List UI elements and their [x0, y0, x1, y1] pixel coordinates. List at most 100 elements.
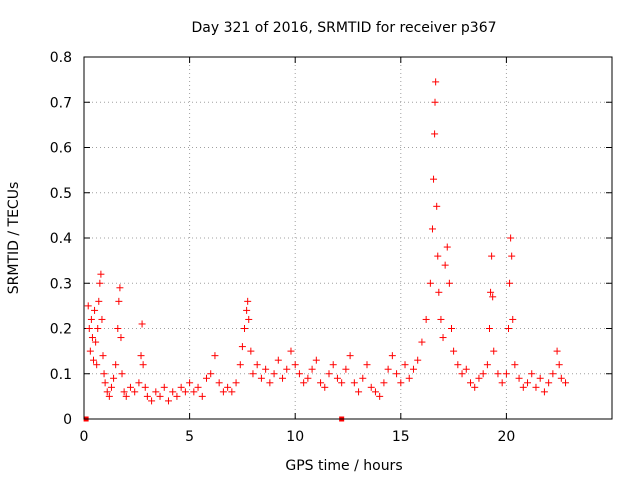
data-point — [450, 347, 458, 355]
x-tick-label: 15 — [392, 429, 410, 445]
data-point — [494, 370, 502, 378]
data-point — [536, 374, 544, 382]
y-tick-label: 0.3 — [50, 276, 72, 292]
data-point — [249, 370, 257, 378]
data-point — [508, 252, 516, 260]
data-point — [215, 379, 223, 387]
data-point — [401, 361, 409, 369]
data-point — [99, 352, 107, 360]
data-point — [511, 361, 519, 369]
data-point — [384, 365, 392, 373]
data-point — [490, 347, 498, 355]
data-point — [557, 374, 565, 382]
data-point — [266, 379, 274, 387]
data-point — [515, 374, 523, 382]
data-point — [228, 388, 236, 396]
data-point — [202, 374, 210, 382]
data-point — [198, 392, 206, 400]
y-tick-label: 0.8 — [50, 50, 72, 66]
y-tick-label: 0.2 — [50, 322, 72, 338]
data-point — [333, 374, 341, 382]
data-point — [350, 379, 358, 387]
data-point — [509, 315, 517, 323]
data-point — [95, 297, 103, 305]
data-point — [371, 388, 379, 396]
x-tick-label: 10 — [286, 429, 304, 445]
data-point — [169, 388, 177, 396]
chart-title: Day 321 of 2016, SRMTID for receiver p36… — [191, 20, 496, 36]
data-point — [118, 370, 126, 378]
data-point — [317, 379, 325, 387]
data-point — [194, 383, 202, 391]
data-point — [445, 279, 453, 287]
data-point — [137, 352, 145, 360]
data-point — [321, 383, 329, 391]
data-point — [454, 361, 462, 369]
data-point — [131, 388, 139, 396]
data-point — [397, 379, 405, 387]
data-point — [93, 361, 101, 369]
data-point — [107, 383, 115, 391]
data-point — [120, 388, 128, 396]
data-point — [355, 388, 363, 396]
data-point — [86, 347, 94, 355]
data-point — [148, 397, 156, 405]
data-point — [91, 306, 99, 314]
data-point — [253, 361, 261, 369]
data-point — [562, 379, 570, 387]
data-point — [190, 388, 198, 396]
data-point — [177, 383, 185, 391]
data-point — [295, 370, 303, 378]
data-point — [432, 78, 440, 86]
data-point — [325, 370, 333, 378]
data-point — [96, 279, 104, 287]
data-point — [430, 175, 438, 183]
data-point — [84, 302, 92, 310]
data-point — [475, 374, 483, 382]
data-point — [540, 388, 548, 396]
data-point — [141, 383, 149, 391]
data-point — [483, 361, 491, 369]
data-point — [435, 288, 443, 296]
data-point — [447, 325, 455, 332]
data-point — [458, 370, 466, 378]
data-point — [428, 225, 436, 233]
data-point — [487, 288, 495, 296]
data-point — [342, 365, 350, 373]
data-point — [414, 356, 422, 364]
data-point — [270, 370, 278, 378]
data-point — [138, 320, 146, 328]
data-point — [117, 334, 125, 342]
data-point — [105, 392, 113, 400]
data-point — [486, 325, 494, 332]
data-point — [437, 315, 445, 323]
data-point — [431, 130, 439, 138]
x-tick-label: 20 — [497, 429, 515, 445]
data-point — [519, 383, 527, 391]
data-point — [116, 284, 124, 292]
data-point — [393, 370, 401, 378]
data-point — [156, 392, 164, 400]
data-point — [329, 361, 337, 369]
data-point — [338, 379, 346, 387]
data-point — [257, 374, 265, 382]
data-point — [262, 365, 270, 373]
data-point — [114, 325, 122, 332]
data-point — [160, 383, 168, 391]
data-point — [291, 361, 299, 369]
data-point — [555, 361, 563, 369]
data-point — [532, 383, 540, 391]
data-point — [274, 356, 282, 364]
data-point — [308, 365, 316, 373]
data-point — [139, 361, 147, 369]
data-point — [173, 392, 181, 400]
y-axis-label: SRMTID / TECUs — [6, 182, 22, 295]
y-tick-label: 0.7 — [50, 95, 72, 111]
data-point — [224, 383, 232, 391]
y-tick-label: 0.6 — [50, 141, 72, 157]
data-point — [101, 379, 109, 387]
data-point — [247, 347, 255, 355]
data-point — [507, 234, 515, 242]
data-point — [207, 370, 215, 378]
data-point — [462, 365, 470, 373]
